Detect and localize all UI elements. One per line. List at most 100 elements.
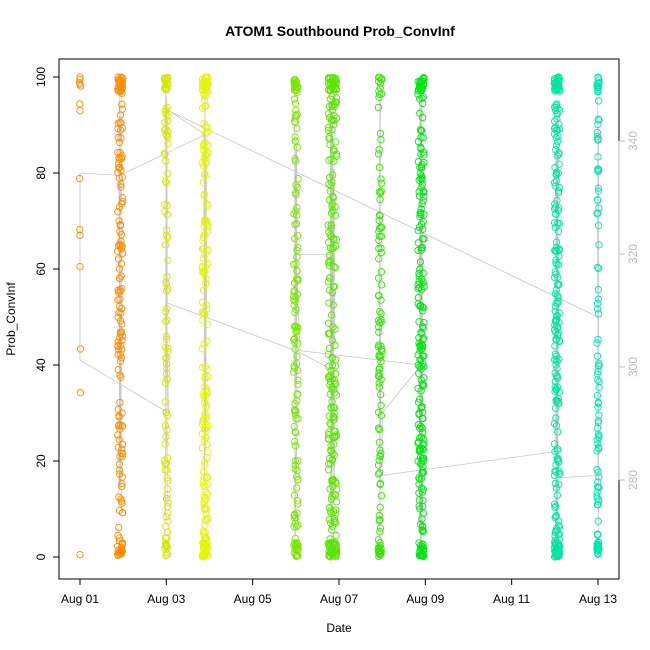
data-point bbox=[552, 203, 560, 211]
data-point bbox=[203, 259, 212, 268]
data-point bbox=[200, 504, 208, 512]
data-point bbox=[329, 476, 337, 484]
data-point bbox=[594, 517, 602, 525]
data-point bbox=[76, 262, 84, 271]
data-point bbox=[199, 286, 208, 295]
data-point bbox=[374, 316, 383, 325]
data-point bbox=[204, 448, 212, 456]
data-point bbox=[375, 517, 383, 525]
data-point bbox=[415, 318, 423, 326]
y2-tick-label: 320 bbox=[626, 244, 640, 264]
data-point bbox=[555, 467, 563, 475]
data-point bbox=[555, 337, 564, 346]
data-point bbox=[332, 531, 340, 540]
data-point bbox=[290, 95, 299, 103]
data-point bbox=[595, 116, 603, 124]
data-point bbox=[376, 195, 384, 204]
data-point bbox=[328, 125, 336, 134]
data-point bbox=[331, 98, 340, 106]
data-point bbox=[551, 502, 560, 510]
data-point bbox=[377, 342, 385, 350]
data-point bbox=[294, 415, 302, 423]
data-point bbox=[325, 133, 333, 141]
data-point bbox=[419, 93, 427, 101]
data-point bbox=[114, 405, 122, 414]
data-point bbox=[290, 335, 298, 344]
data-point bbox=[292, 411, 300, 419]
data-point bbox=[417, 433, 426, 441]
data-point bbox=[551, 328, 560, 336]
data-point bbox=[325, 504, 334, 512]
data-point bbox=[414, 361, 422, 369]
data-point bbox=[163, 454, 172, 462]
data-point bbox=[161, 398, 169, 406]
data-point bbox=[414, 246, 422, 254]
data-point bbox=[116, 126, 125, 134]
data-point bbox=[419, 197, 427, 205]
data-point bbox=[293, 484, 301, 492]
data-point bbox=[414, 239, 422, 247]
data-point bbox=[117, 183, 125, 191]
data-point bbox=[117, 549, 126, 558]
data-point bbox=[164, 285, 172, 293]
data-point bbox=[118, 479, 126, 488]
data-point bbox=[594, 398, 602, 407]
data-point bbox=[331, 242, 340, 250]
data-point bbox=[376, 541, 384, 550]
data-point bbox=[594, 310, 603, 318]
data-point bbox=[554, 105, 562, 113]
data-point bbox=[293, 466, 301, 475]
data-point bbox=[375, 379, 383, 387]
data-point bbox=[118, 546, 126, 554]
data-point bbox=[118, 105, 126, 113]
data-point bbox=[291, 465, 299, 473]
data-point bbox=[374, 424, 383, 432]
data-point bbox=[294, 476, 302, 484]
x-tick-label: Aug 03 bbox=[147, 592, 185, 606]
data-point bbox=[415, 283, 423, 292]
data-point bbox=[555, 183, 563, 192]
data-point bbox=[163, 474, 171, 482]
data-point bbox=[552, 238, 561, 246]
data-point bbox=[201, 521, 209, 529]
data-point bbox=[375, 216, 383, 225]
y-tick-label: 40 bbox=[34, 358, 48, 372]
data-point bbox=[117, 231, 126, 239]
data-point bbox=[551, 290, 560, 298]
data-point bbox=[594, 541, 603, 550]
data-point bbox=[162, 433, 170, 441]
data-point bbox=[417, 345, 426, 353]
data-point bbox=[550, 130, 559, 138]
data-point bbox=[330, 111, 338, 120]
data-point bbox=[201, 250, 209, 259]
data-point bbox=[330, 404, 339, 412]
data-point bbox=[204, 421, 212, 429]
data-point bbox=[328, 526, 336, 534]
data-point bbox=[118, 76, 127, 84]
data-point bbox=[290, 422, 298, 431]
data-point bbox=[377, 136, 385, 144]
data-point bbox=[325, 262, 334, 270]
data-point bbox=[202, 91, 210, 100]
data-point bbox=[554, 227, 563, 236]
data-point bbox=[377, 232, 386, 241]
data-point bbox=[115, 537, 124, 545]
data-point bbox=[115, 436, 123, 444]
data-point bbox=[116, 221, 125, 229]
data-point bbox=[162, 74, 171, 82]
data-point bbox=[114, 247, 122, 255]
data-point bbox=[201, 373, 209, 381]
data-point bbox=[164, 140, 172, 148]
data-point bbox=[163, 550, 172, 559]
data-point bbox=[594, 83, 603, 91]
data-point bbox=[291, 519, 300, 527]
data-point bbox=[163, 528, 171, 536]
data-point bbox=[376, 307, 384, 316]
data-point bbox=[377, 90, 386, 98]
data-point bbox=[593, 352, 602, 360]
data-point bbox=[377, 179, 386, 187]
data-point bbox=[417, 205, 425, 213]
data-point bbox=[595, 431, 603, 440]
data-point bbox=[326, 372, 334, 381]
